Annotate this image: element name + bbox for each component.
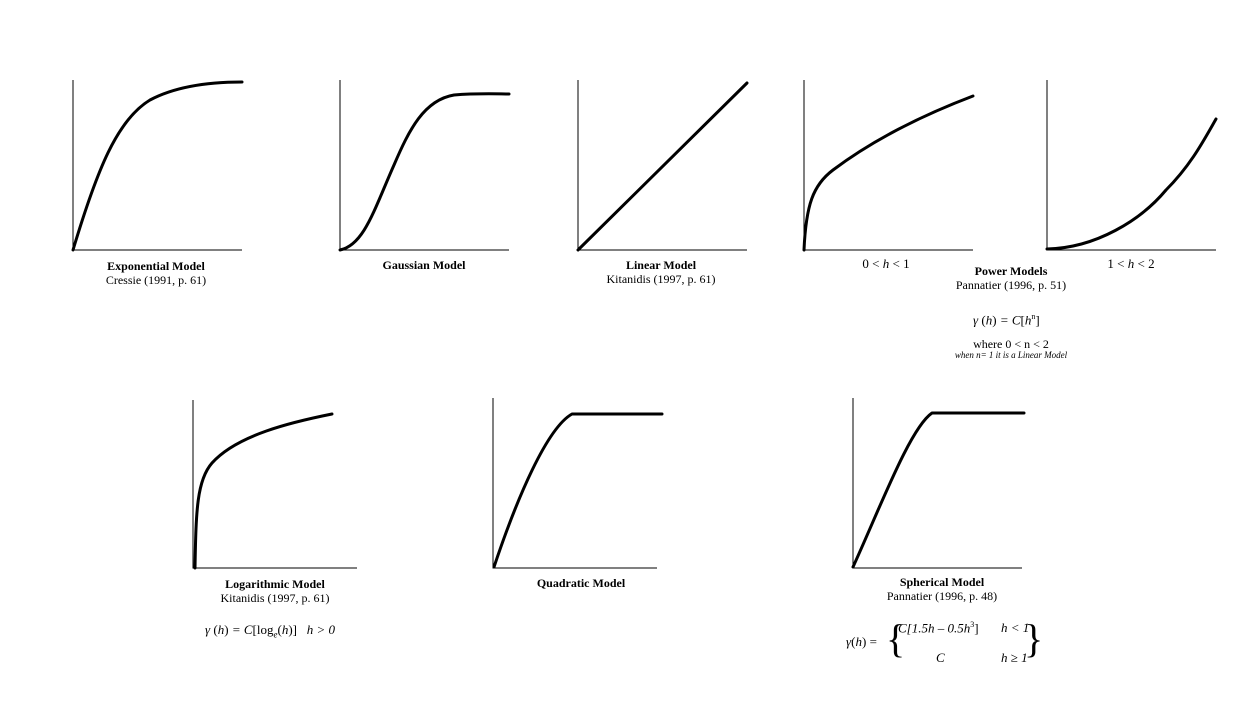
gaussian-curve — [338, 92, 511, 252]
power-high-axes — [1046, 80, 1216, 251]
power-equation: γ (h) = C[hn] — [973, 312, 1040, 328]
gaussian-axes — [339, 80, 509, 251]
logarithmic-title: Logarithmic Model — [225, 577, 325, 591]
power-low-plot — [802, 80, 975, 252]
logarithmic-axes — [192, 400, 357, 569]
spherical-title: Spherical Model — [899, 575, 985, 589]
logarithmic-curve — [193, 412, 334, 570]
quadratic-curve — [492, 412, 664, 569]
linear-citation: Kitanidis (1997, p. 61) — [606, 272, 716, 286]
exponential-caption: Exponential Model Cressie (1991, p. 61) — [56, 259, 256, 287]
linear-curve — [576, 81, 749, 252]
quadratic-axes — [492, 398, 657, 569]
power-low-condition: 0 < h < 1 — [862, 256, 910, 271]
power-caption: Power Models Pannatier (1996, p. 51) — [911, 264, 1111, 292]
gaussian-plot — [338, 80, 511, 252]
spherical-plot — [851, 398, 1026, 569]
power-title: Power Models — [974, 264, 1048, 278]
gaussian-title: Gaussian Model — [382, 258, 466, 272]
linear-caption: Linear Model Kitanidis (1997, p. 61) — [561, 258, 761, 286]
exponential-citation: Cressie (1991, p. 61) — [105, 273, 207, 287]
power-high-plot — [1045, 80, 1218, 251]
power-where: where 0 < n < 2 — [973, 337, 1049, 351]
spherical-curve — [851, 411, 1026, 569]
logarithmic-citation: Kitanidis (1997, p. 61) — [220, 591, 330, 605]
quadratic-caption: Quadratic Model — [481, 576, 681, 590]
gaussian-caption: Gaussian Model — [324, 258, 524, 272]
logarithmic-equation: γ (h) = C[loge(h)] h > 0 — [205, 622, 336, 640]
power-low-curve — [802, 94, 975, 252]
exponential-plot — [71, 80, 244, 252]
power-note: when n= 1 it is a Linear Model — [954, 350, 1068, 360]
exponential-curve — [71, 80, 244, 252]
spherical-caption: Spherical Model Pannatier (1996, p. 48) — [842, 575, 1042, 603]
quadratic-title: Quadratic Model — [536, 576, 626, 590]
power-citation: Pannatier (1996, p. 51) — [955, 278, 1067, 292]
exponential-title: Exponential Model — [107, 259, 205, 273]
spherical-citation: Pannatier (1996, p. 48) — [886, 589, 998, 603]
exponential-axes — [72, 80, 242, 251]
power-high-curve — [1045, 117, 1218, 251]
logarithmic-caption: Logarithmic Model Kitanidis (1997, p. 61… — [175, 577, 375, 605]
linear-title: Linear Model — [625, 258, 697, 272]
logarithmic-plot — [192, 400, 357, 570]
spherical-axes — [852, 398, 1022, 569]
linear-plot — [576, 80, 749, 252]
power-high-condition: 1 < h < 2 — [1107, 256, 1155, 271]
quadratic-plot — [492, 398, 664, 569]
spherical-equation: γ(h) = { C[1.5h – 0.5h3] h < 1 C h ≥ 1 } — [846, 616, 1044, 665]
